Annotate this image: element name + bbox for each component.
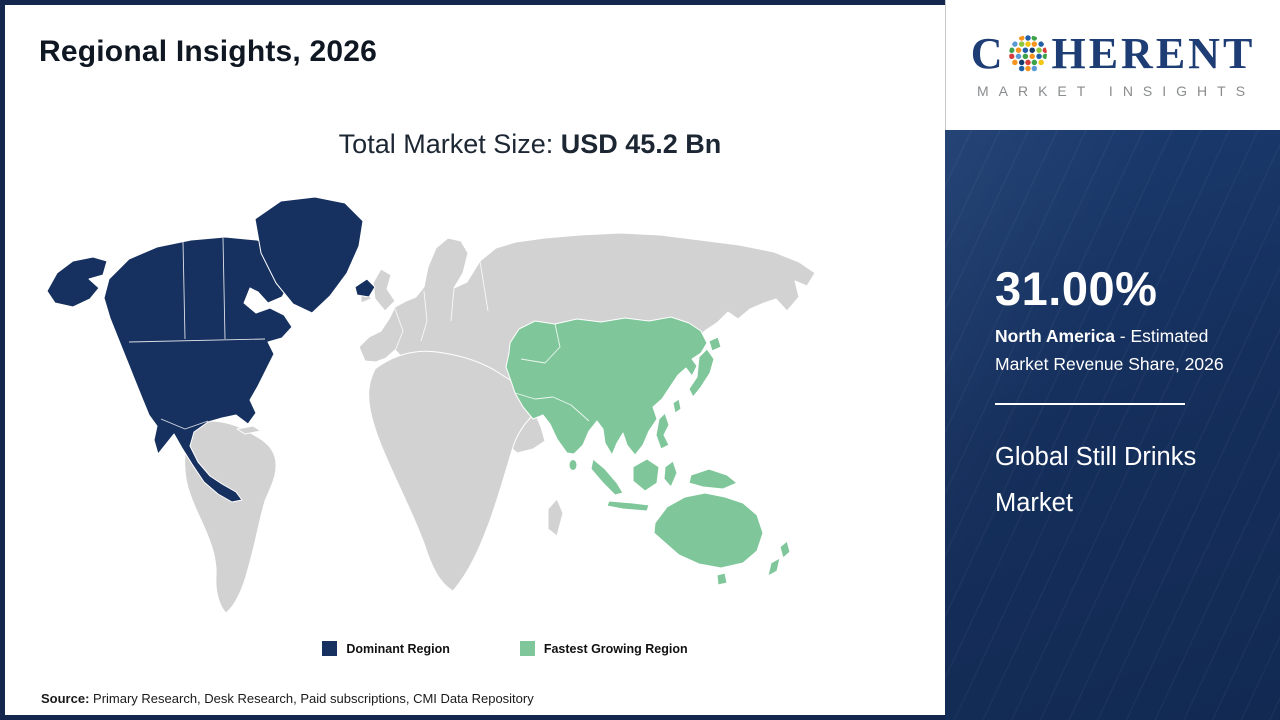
map-region-north-america — [46, 196, 376, 503]
map-borneo — [632, 458, 660, 492]
map-madagascar — [547, 498, 564, 537]
fastest-growing-region-swatch — [519, 641, 535, 656]
market-share-description: North America - Estimated Market Revenue… — [995, 322, 1247, 379]
map-alaska — [46, 256, 108, 308]
globe-icon — [1009, 34, 1048, 71]
dominant-region-swatch — [322, 641, 338, 656]
legend-item-dominant: Dominant Region — [322, 641, 450, 656]
map-nz-north — [779, 540, 791, 559]
map-nz-south — [767, 557, 781, 577]
map-japan — [688, 348, 715, 398]
map-africa — [368, 350, 548, 592]
panel-body: 31.00% North America - Estimated Market … — [945, 130, 1280, 526]
map-uk — [372, 268, 396, 312]
dominant-region-label: Dominant Region — [346, 641, 450, 656]
main-content: Regional Insights, 2026 Total Market Siz… — [0, 0, 945, 720]
market-size-value: USD 45.2 Bn — [560, 129, 722, 159]
map-tasmania — [716, 572, 728, 586]
market-size-label: Total Market Size: — [338, 129, 561, 159]
market-name: Global Still Drinks Market — [995, 442, 1197, 517]
map-south-america — [184, 420, 277, 614]
logo-wordmark: C HERENT — [970, 28, 1256, 78]
map-new-guinea — [688, 468, 738, 490]
map-hokkaido — [708, 336, 722, 352]
logo-letters: HERENT — [1051, 28, 1256, 78]
source-note: Source: Primary Research, Desk Research,… — [41, 691, 534, 706]
legend-item-fastest: Fastest Growing Region — [519, 641, 688, 656]
source-label: Source: — [41, 691, 90, 706]
market-size-heading: Total Market Size: USD 45.2 Bn — [5, 129, 945, 160]
logo-letter-c: C — [970, 28, 1006, 78]
map-taiwan — [672, 398, 682, 414]
map-internal-borders — [128, 237, 590, 430]
page-title: Regional Insights, 2026 — [39, 35, 378, 68]
share-description-text: - Estimated Market Revenue Share, 2026 — [995, 326, 1224, 375]
map-cuba — [236, 425, 262, 435]
world-map — [43, 191, 823, 631]
map-sri-lanka — [568, 459, 578, 471]
map-australia — [653, 492, 764, 569]
side-panel: C HERENT MARKET INSIGHTS 31.00% — [945, 0, 1280, 720]
logo-tagline: MARKET INSIGHTS — [976, 82, 1256, 99]
legend: Dominant Region Fastest Growing Region — [5, 641, 945, 656]
company-logo: C HERENT MARKET INSIGHTS — [945, 0, 1280, 130]
map-philippines — [655, 412, 670, 450]
region-name: North America — [995, 326, 1115, 346]
panel-divider — [995, 402, 1185, 405]
map-java — [606, 500, 650, 512]
map-greenland — [254, 196, 364, 314]
source-text: Primary Research, Desk Research, Paid su… — [89, 691, 534, 706]
map-iceland — [354, 278, 376, 298]
market-share-value: 31.00% — [995, 262, 1158, 315]
map-region-asia-pacific — [505, 316, 791, 586]
map-sulawesi — [663, 460, 678, 488]
fastest-growing-region-label: Fastest Growing Region — [543, 641, 688, 656]
map-sumatra — [590, 458, 624, 496]
